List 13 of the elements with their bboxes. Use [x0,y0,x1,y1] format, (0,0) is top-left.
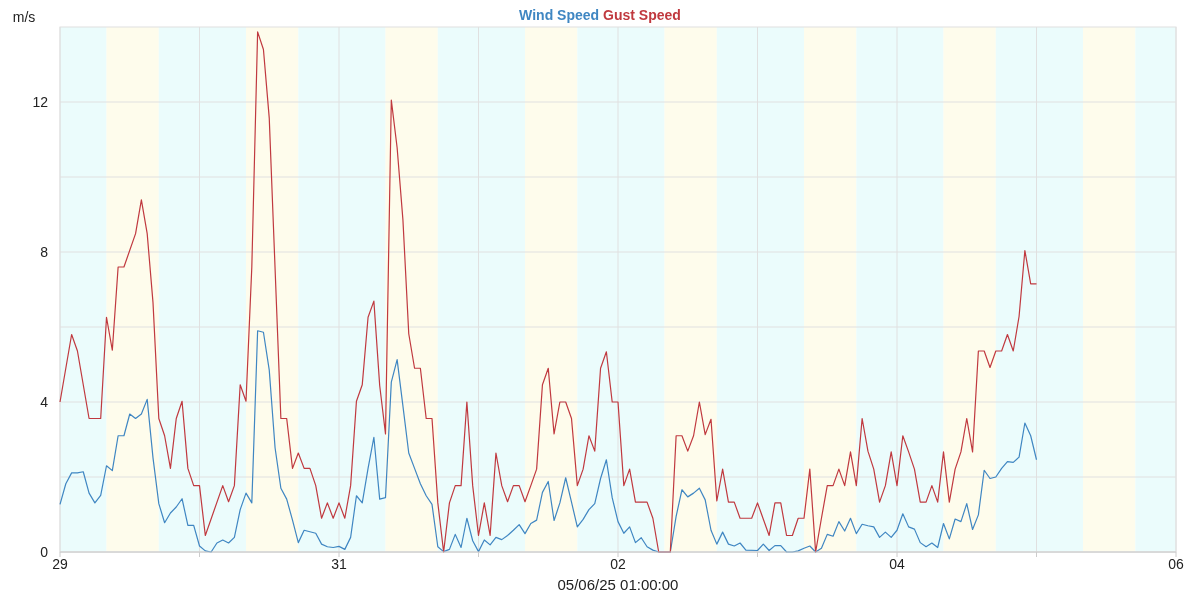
x-axis-title: 05/06/25 01:00:00 [557,576,679,593]
text: Wind Speed [519,7,600,23]
x-tick-label: 04 [889,556,905,572]
y-tick-label: 4 [40,394,49,410]
text: Gust Speed [603,7,681,23]
y-tick-label: 8 [40,244,49,260]
x-tick-label: 06 [1168,556,1184,572]
y-tick-label: 12 [32,94,49,110]
y-axis-title: m/s [12,9,36,25]
x-tick-label: 31 [331,556,347,572]
x-tick-label: 02 [610,556,626,572]
y-tick-label: 0 [40,544,49,560]
x-tick-label: 29 [52,556,68,572]
